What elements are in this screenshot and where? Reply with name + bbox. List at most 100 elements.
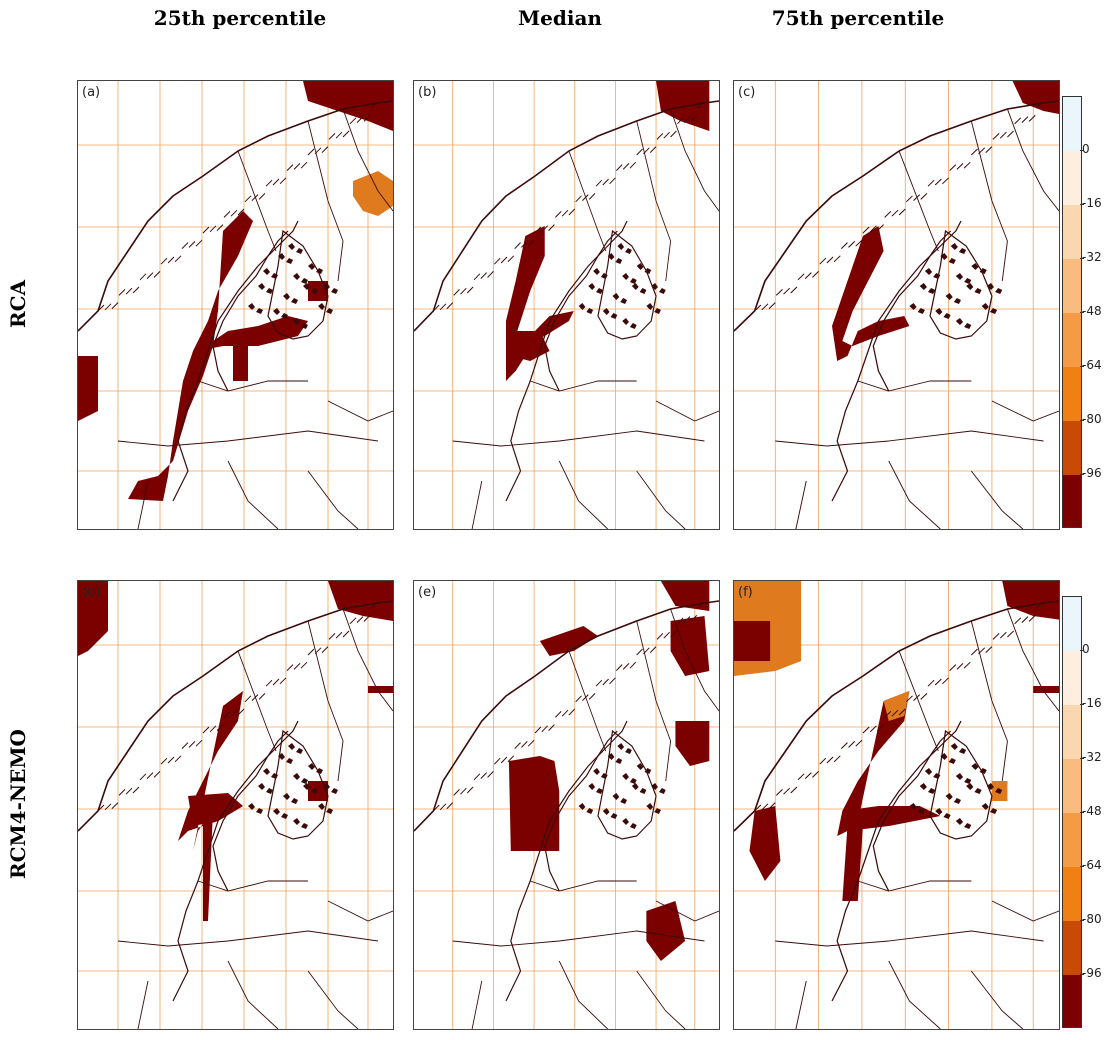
fjord-mark (891, 209, 899, 217)
fjord-mark (118, 789, 126, 796)
fjord-mark (862, 226, 870, 234)
country-border (327, 400, 393, 422)
value-fill-region (198, 316, 308, 351)
fjord-mark (209, 725, 217, 733)
lake (955, 773, 964, 780)
fjord-mark (527, 239, 535, 247)
country-border (670, 608, 719, 712)
country-border (471, 980, 483, 1029)
lake (974, 288, 982, 294)
fjord-mark (132, 286, 140, 294)
lake (620, 298, 628, 304)
lake (919, 783, 927, 790)
lake (940, 753, 948, 760)
colorbar-segment (1063, 759, 1081, 813)
colorbar-segment (1063, 313, 1081, 367)
fjord-mark (891, 709, 899, 717)
fjord-mark (453, 289, 460, 296)
lake (610, 313, 618, 319)
fjord-mark (1021, 116, 1029, 123)
fjord-mark (349, 117, 357, 125)
fjord-mark (328, 633, 336, 640)
colorbar-segment (1063, 421, 1081, 475)
fjord-mark (869, 225, 877, 233)
coastline (831, 220, 962, 502)
lake (291, 798, 298, 804)
fjord-mark (775, 789, 783, 796)
lake (303, 283, 310, 290)
value-fill-region (78, 581, 108, 656)
fjord-mark (812, 271, 819, 278)
fjord-mark (473, 773, 481, 781)
value-fill-region (832, 226, 910, 361)
lake (629, 823, 637, 829)
fjord-mark (111, 302, 119, 309)
lake (654, 808, 661, 814)
lake (615, 758, 623, 764)
lake (909, 303, 917, 310)
map-a (78, 81, 393, 529)
country-border (888, 960, 941, 1029)
lake (917, 308, 925, 314)
value-fill-region (670, 616, 710, 676)
lake (273, 808, 280, 815)
lake (945, 293, 953, 300)
fjord-mark (521, 241, 528, 248)
fjord-mark (521, 741, 528, 748)
fjord-mark (335, 131, 343, 139)
lake (323, 783, 330, 790)
colorbar-tick-label: -80 (1082, 412, 1102, 426)
fjord-mark (507, 255, 515, 263)
fjord-mark (877, 224, 884, 231)
map-panel-c: (c) (733, 80, 1060, 530)
country-border (568, 650, 607, 752)
lake (981, 803, 989, 810)
lake (646, 803, 654, 810)
fjord-mark (251, 694, 259, 701)
colorbar-segment (1063, 597, 1081, 651)
colorbar-segment (1063, 651, 1081, 705)
fjord-mark (575, 195, 582, 203)
fjord-mark (153, 271, 161, 278)
lake (950, 243, 958, 250)
lake (636, 263, 644, 270)
fjord-mark (783, 287, 791, 295)
fjord-mark (507, 755, 515, 763)
country-border (991, 900, 1059, 922)
fjord-mark (1014, 617, 1022, 625)
fjord-mark (1028, 115, 1036, 122)
colorbar-tick-label: -96 (1082, 466, 1102, 480)
country-border (1006, 608, 1059, 712)
lake (617, 743, 625, 750)
lake (966, 783, 974, 790)
lake (607, 253, 615, 260)
row-title-rcm4-nemo: RCM4-NEMO (6, 729, 30, 879)
fjord-mark (1014, 117, 1022, 125)
fjord-mark (1028, 615, 1036, 622)
lake (644, 768, 652, 774)
fjord-mark (363, 115, 371, 122)
country-border (775, 430, 1044, 447)
lake (283, 293, 290, 300)
coastline (212, 730, 289, 892)
fjord-mark (677, 617, 684, 625)
fjord-mark (209, 225, 217, 233)
coastline (505, 220, 628, 502)
fjord-mark (300, 661, 308, 669)
fjord-mark (768, 302, 776, 309)
fjord-mark (370, 601, 378, 609)
lake (979, 768, 987, 774)
lake (318, 303, 325, 310)
fjord-mark (146, 272, 154, 279)
fjord-mark (111, 802, 119, 809)
fjord-mark (616, 164, 623, 171)
lake (945, 793, 953, 800)
country-border (452, 430, 705, 447)
fjord-mark (920, 693, 928, 700)
value-fill-region (203, 811, 213, 921)
lake (612, 793, 620, 800)
fjord-mark (480, 272, 487, 279)
lake (301, 778, 308, 784)
lake (622, 773, 629, 780)
colorbar-tick-label: -16 (1082, 696, 1102, 710)
